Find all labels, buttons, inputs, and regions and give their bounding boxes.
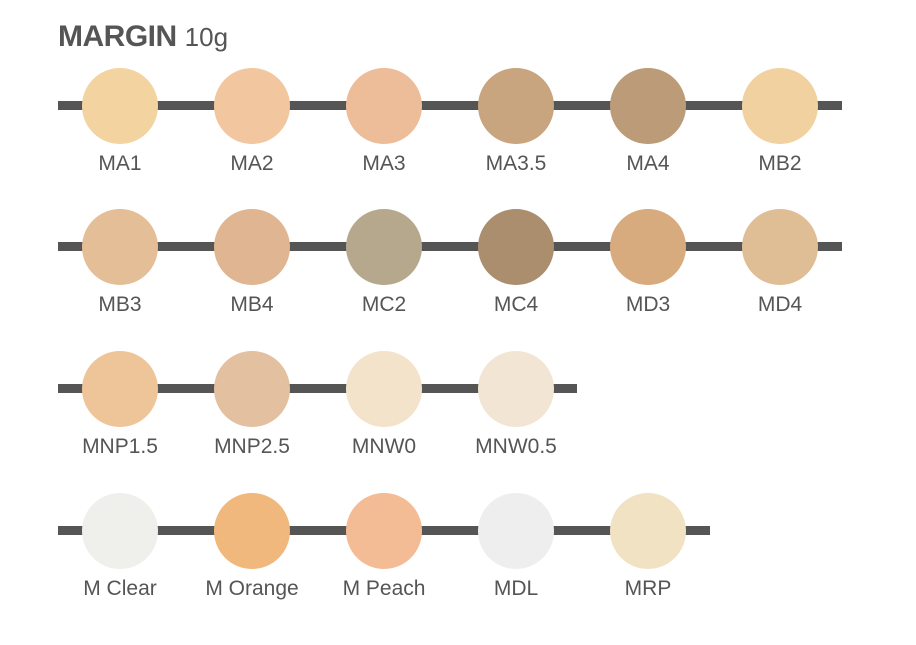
shade-ma2: MA2: [182, 68, 322, 178]
shade-label: MC2: [361, 293, 407, 316]
shade-row-mb-mc-md: MB3 MB4 MC2 MC4 MD3 MD4: [0, 209, 916, 319]
color-dot: [478, 493, 554, 569]
color-dot: [82, 351, 158, 427]
shade-mdl: MDL: [446, 493, 586, 603]
shade-label: MA4: [626, 152, 670, 175]
row-connector-bar: [58, 242, 842, 251]
color-dot: [346, 68, 422, 144]
shade-label: M Peach: [342, 577, 426, 600]
shade-row-special: M Clear M Orange M Peach MDL MRP: [0, 493, 916, 603]
shade-label: MDL: [493, 577, 539, 600]
shade-label: MNW0: [351, 435, 417, 458]
shade-label: MB3: [98, 293, 142, 316]
shade-m-orange: M Orange: [182, 493, 322, 603]
title-text: MARGIN: [58, 20, 177, 53]
shade-mrp: MRP: [578, 493, 718, 603]
shade-mnp2-5: MNP2.5: [182, 351, 322, 461]
shade-md4: MD4: [710, 209, 850, 319]
shade-label: MRP: [624, 577, 672, 600]
shade-m-clear: M Clear: [50, 493, 190, 603]
color-dot: [742, 209, 818, 285]
color-dot: [214, 351, 290, 427]
shade-m-peach: M Peach: [314, 493, 454, 603]
shade-mnw0: MNW0: [314, 351, 454, 461]
shade-ma1: MA1: [50, 68, 190, 178]
shade-label: MA3.5: [485, 152, 547, 175]
shade-mnp1-5: MNP1.5: [50, 351, 190, 461]
shade-label: MNP1.5: [82, 435, 158, 458]
color-dot: [82, 68, 158, 144]
color-dot: [478, 351, 554, 427]
row-connector-bar: [58, 384, 577, 393]
shade-mc2: MC2: [314, 209, 454, 319]
color-dot: [610, 209, 686, 285]
shade-ma3-5: MA3.5: [446, 68, 586, 178]
shade-label: M Orange: [205, 577, 299, 600]
color-dot: [82, 493, 158, 569]
shade-label: MA1: [98, 152, 142, 175]
shade-mb3: MB3: [50, 209, 190, 319]
shade-mb2: MB2: [710, 68, 850, 178]
shade-mc4: MC4: [446, 209, 586, 319]
shade-label: MA2: [230, 152, 274, 175]
shade-label: MC4: [493, 293, 539, 316]
shade-row-mnp-mnw: MNP1.5 MNP2.5 MNW0 MNW0.5: [0, 351, 916, 461]
shade-label: M Clear: [83, 577, 157, 600]
color-dot: [214, 68, 290, 144]
shade-ma3: MA3: [314, 68, 454, 178]
title-weight: 10g: [184, 22, 229, 52]
page-title: MARGIN 10g: [58, 20, 228, 54]
color-dot: [742, 68, 818, 144]
color-dot: [610, 68, 686, 144]
shade-ma4: MA4: [578, 68, 718, 178]
color-dot: [346, 351, 422, 427]
shade-label: MNW0.5: [475, 435, 557, 458]
color-dot: [478, 68, 554, 144]
shade-row-ma: MA1 MA2 MA3 MA3.5 MA4 MB2: [0, 68, 916, 178]
color-dot: [214, 493, 290, 569]
color-dot: [82, 209, 158, 285]
row-connector-bar: [58, 101, 842, 110]
shade-md3: MD3: [578, 209, 718, 319]
shade-label: MNP2.5: [214, 435, 290, 458]
color-dot: [346, 209, 422, 285]
color-dot: [346, 493, 422, 569]
shade-label: MB2: [758, 152, 802, 175]
shade-label: MD3: [625, 293, 671, 316]
color-dot: [478, 209, 554, 285]
color-dot: [214, 209, 290, 285]
shade-mnw0-5: MNW0.5: [446, 351, 586, 461]
shade-label: MD4: [757, 293, 803, 316]
color-dot: [610, 493, 686, 569]
shade-mb4: MB4: [182, 209, 322, 319]
shade-label: MB4: [230, 293, 274, 316]
shade-label: MA3: [362, 152, 406, 175]
